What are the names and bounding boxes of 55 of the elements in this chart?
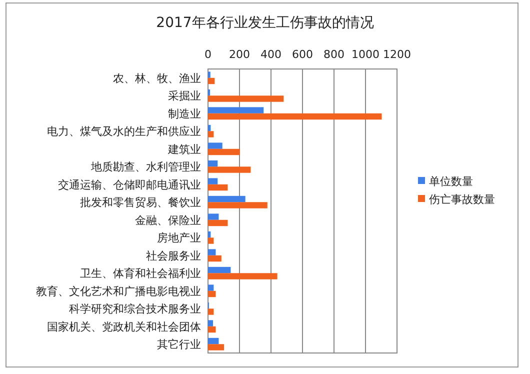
bar <box>208 338 219 344</box>
y-tick-label: 金融、保险业 <box>135 214 201 227</box>
y-tick-label: 农、林、牧、渔业 <box>113 72 201 85</box>
y-tick-label: 建筑业 <box>167 142 201 156</box>
bar <box>208 290 216 298</box>
bar <box>208 107 264 114</box>
bar <box>208 142 222 149</box>
bar <box>208 231 211 238</box>
x-tick-label: 200 <box>229 48 250 61</box>
bar <box>208 238 214 244</box>
bar <box>208 284 214 291</box>
y-tick-label: 交通运输、仓储即邮电通讯业 <box>58 178 201 192</box>
x-tick-label: 0 <box>204 48 212 61</box>
x-tick-label: 600 <box>292 48 313 61</box>
bar <box>208 202 268 208</box>
y-tick-label: 卫生、体育和社会福利业 <box>80 267 201 280</box>
bar <box>208 113 382 120</box>
bar <box>208 249 216 256</box>
bar <box>208 326 216 333</box>
y-tick-label: 地质勘查、水利管理业 <box>90 160 201 174</box>
bar <box>208 160 218 167</box>
y-tick-label: 采掘业 <box>168 90 201 103</box>
bar <box>208 266 231 274</box>
x-tick-label: 1000 <box>352 48 380 61</box>
bar <box>208 196 246 202</box>
bar <box>208 124 211 132</box>
chart-title: 2017年各行业发生工伤事故的情况 <box>156 15 374 31</box>
y-tick-label: 电力、煤气及水的生产和供应业 <box>47 125 201 138</box>
bar <box>208 344 224 350</box>
x-tick-label: 1200 <box>383 48 411 61</box>
y-tick-label: 教育、文化艺术和广播电影电视业 <box>36 284 201 298</box>
bar <box>208 148 240 156</box>
bar <box>208 96 284 102</box>
y-tick-label: 国家机关、党政机关和社会团体 <box>47 320 201 334</box>
bar <box>208 78 215 84</box>
x-tick-label: 800 <box>324 48 344 61</box>
y-tick-label: 社会服务业 <box>146 249 201 262</box>
bar <box>208 220 228 226</box>
bar <box>208 255 222 262</box>
bar <box>208 320 214 326</box>
y-tick-label: 其它行业 <box>157 338 201 352</box>
y-tick-label: 制造业 <box>168 107 201 120</box>
y-tick-label: 科学研究和综合技术服务业 <box>69 302 201 316</box>
bar <box>208 166 251 173</box>
bar <box>208 273 278 280</box>
bar <box>208 308 214 315</box>
bar <box>208 178 218 184</box>
x-tick-label: 400 <box>260 48 282 61</box>
legend-label: 伤亡事故数量 <box>429 193 495 206</box>
legend-label: 单位数量 <box>429 175 473 188</box>
bar <box>208 184 228 191</box>
y-tick-label: 房地产业 <box>157 232 201 245</box>
y-tick-label: 批发和零售贸易、餐饮业 <box>80 196 201 210</box>
bar <box>208 214 219 220</box>
bar <box>208 131 214 138</box>
